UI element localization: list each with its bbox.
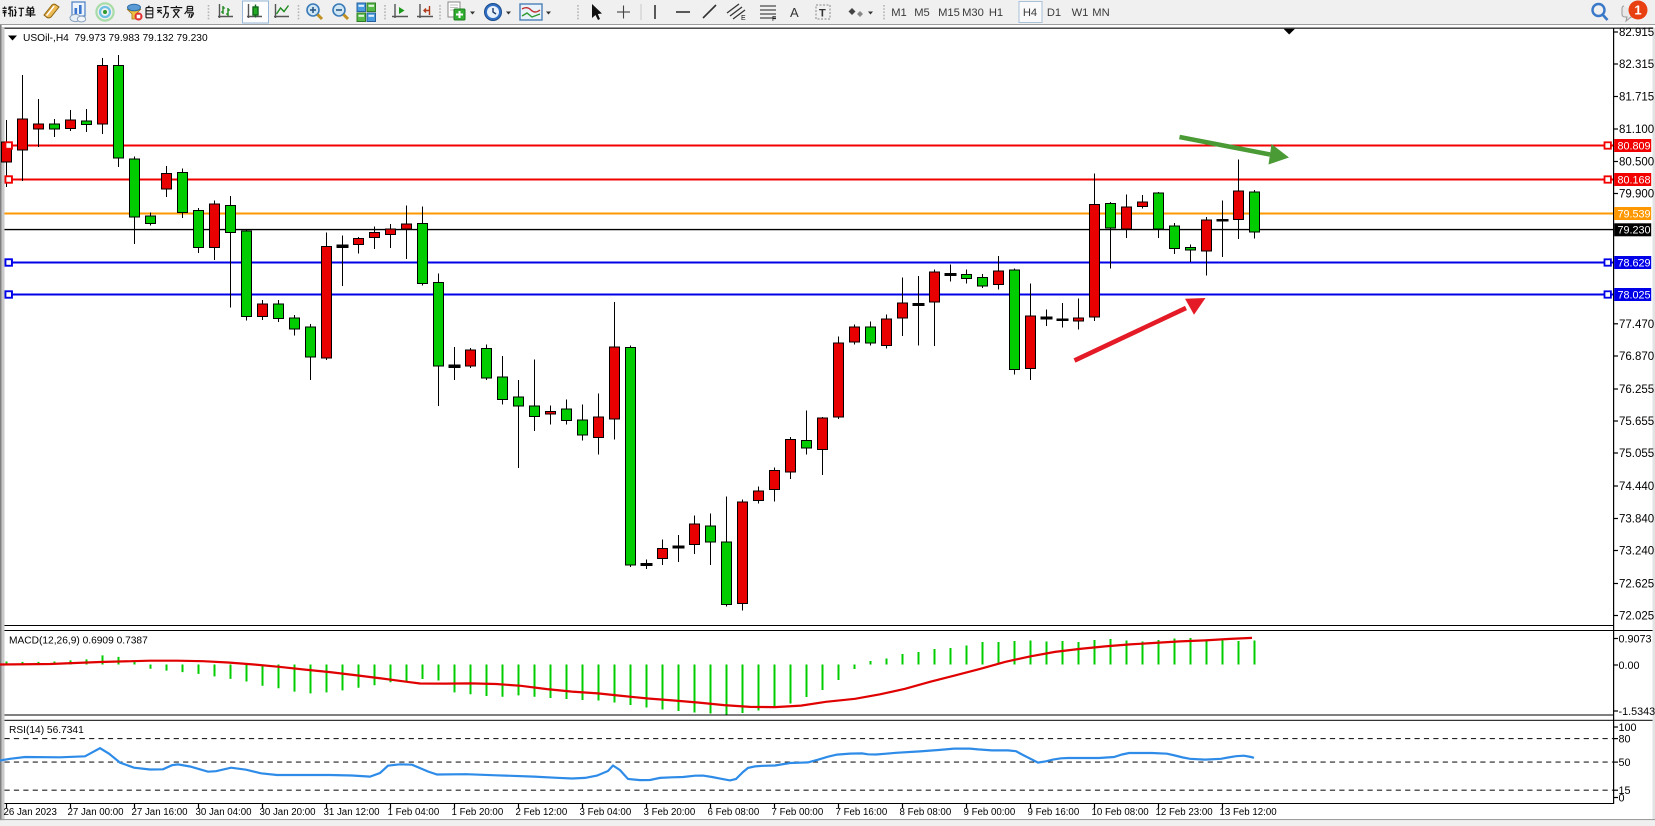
svg-text:76.255: 76.255 [1619,384,1654,396]
svg-text:82.915: 82.915 [1619,27,1654,39]
svg-text:M1: M1 [891,7,907,19]
svg-text:H4: H4 [1023,7,1037,19]
svg-text:9 Feb 16:00: 9 Feb 16:00 [1028,807,1080,818]
svg-text:F: F [772,16,776,23]
svg-text:77.470: 77.470 [1619,319,1654,331]
svg-text:80.168: 80.168 [1618,174,1651,186]
svg-text:E: E [741,15,746,22]
svg-text:82.315: 82.315 [1619,59,1654,71]
svg-text:W1: W1 [1072,7,1089,19]
svg-text:M5: M5 [914,7,930,19]
svg-text:81.715: 81.715 [1619,92,1654,104]
svg-text:-1.5343: -1.5343 [1619,706,1655,718]
svg-text:50: 50 [1619,757,1631,769]
svg-text:79.900: 79.900 [1619,189,1654,201]
svg-text:7 Feb 00:00: 7 Feb 00:00 [772,807,824,818]
svg-text:7 Feb 16:00: 7 Feb 16:00 [836,807,888,818]
svg-text:72.625: 72.625 [1619,579,1654,591]
svg-text:M30: M30 [962,7,984,19]
svg-text:81.100: 81.100 [1619,124,1654,136]
svg-text:MACD(12,26,9) 0.6909 0.7387: MACD(12,26,9) 0.6909 0.7387 [9,636,148,647]
svg-text:0.9073: 0.9073 [1619,634,1652,646]
svg-text:T: T [819,8,826,20]
svg-text:30 Jan 20:00: 30 Jan 20:00 [260,807,317,818]
svg-text:MN: MN [1092,7,1109,19]
svg-text:73.840: 73.840 [1619,514,1654,526]
svg-text:13 Feb 12:00: 13 Feb 12:00 [1220,807,1278,818]
svg-text:27 Jan 16:00: 27 Jan 16:00 [132,807,189,818]
svg-text:15: 15 [1619,785,1631,797]
svg-text:74.440: 74.440 [1619,481,1654,493]
svg-text:3 Feb 04:00: 3 Feb 04:00 [580,807,632,818]
svg-text:3 Feb 20:00: 3 Feb 20:00 [644,807,696,818]
svg-text:1 Feb 04:00: 1 Feb 04:00 [388,807,440,818]
svg-text:0: 0 [1619,793,1625,805]
svg-text:75.655: 75.655 [1619,416,1654,428]
svg-text:76.870: 76.870 [1619,351,1654,363]
svg-text:10 Feb 08:00: 10 Feb 08:00 [1092,807,1150,818]
svg-text:100: 100 [1619,722,1637,734]
svg-text:6 Feb 08:00: 6 Feb 08:00 [708,807,760,818]
svg-text:2 Feb 12:00: 2 Feb 12:00 [516,807,568,818]
svg-text:0.00: 0.00 [1619,660,1640,672]
svg-text:1: 1 [1634,3,1641,18]
svg-text:H1: H1 [989,7,1003,19]
svg-text:RSI(14) 56.7341: RSI(14) 56.7341 [9,725,84,736]
svg-text:80.809: 80.809 [1618,140,1651,152]
svg-text:12 Feb 23:00: 12 Feb 23:00 [1156,807,1214,818]
svg-text:72.025: 72.025 [1619,611,1654,623]
svg-text:80: 80 [1619,734,1631,746]
svg-text:9 Feb 00:00: 9 Feb 00:00 [964,807,1016,818]
svg-text:1 Feb 20:00: 1 Feb 20:00 [452,807,504,818]
svg-text:8 Feb 08:00: 8 Feb 08:00 [900,807,952,818]
svg-text:80.500: 80.500 [1619,157,1654,169]
svg-text:78.025: 78.025 [1618,289,1651,301]
svg-text:79.539: 79.539 [1618,208,1651,220]
svg-text:31 Jan 12:00: 31 Jan 12:00 [324,807,381,818]
svg-text:75.055: 75.055 [1619,448,1654,460]
svg-text:78.629: 78.629 [1618,257,1651,269]
svg-text:30 Jan 04:00: 30 Jan 04:00 [196,807,253,818]
svg-text:A: A [790,5,799,20]
svg-text:26 Jan 2023: 26 Jan 2023 [4,807,57,818]
svg-text:D1: D1 [1047,7,1061,19]
svg-text:79.230: 79.230 [1618,225,1651,237]
svg-text:M15: M15 [938,7,960,19]
svg-text:USOil-,H4 79.973 79.983 79.13: USOil-,H4 79.973 79.983 79.132 79.230 [23,33,208,44]
svg-text:27 Jan 00:00: 27 Jan 00:00 [68,807,125,818]
svg-text:73.240: 73.240 [1619,546,1654,558]
